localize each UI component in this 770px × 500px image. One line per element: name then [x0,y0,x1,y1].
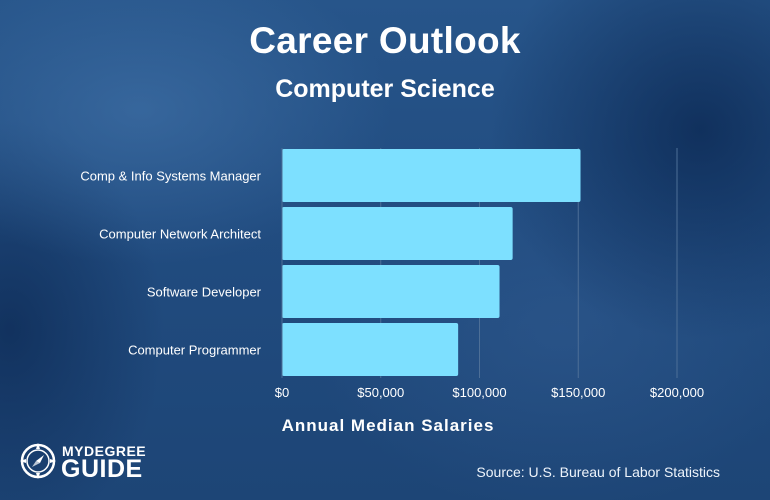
logo-text-bottom: GUIDE [61,455,143,483]
bar [282,149,581,202]
compass-icon [20,443,56,479]
category-label: Comp & Info Systems Manager [80,169,261,184]
bar [282,323,459,376]
tick-label: $200,000 [650,385,704,400]
mydegree-guide-logo: MYDEGREE GUIDE [18,441,148,485]
tick-label: $150,000 [551,385,605,400]
category-label: Software Developer [147,285,262,300]
bar [282,265,500,318]
tick-label: $100,000 [452,385,506,400]
chart-title: Career Outlook [249,20,521,61]
source-note: Source: U.S. Bureau of Labor Statistics [476,464,720,480]
chart-subtitle: Computer Science [275,75,495,103]
logo-text-top: MYDEGREE [62,443,147,459]
bar [282,207,513,260]
tick-label: $0 [275,385,289,400]
x-axis-label: Annual Median Salaries [281,416,495,435]
tick-label: $50,000 [357,385,404,400]
category-label: Computer Programmer [128,343,262,358]
category-label: Computer Network Architect [99,227,261,242]
